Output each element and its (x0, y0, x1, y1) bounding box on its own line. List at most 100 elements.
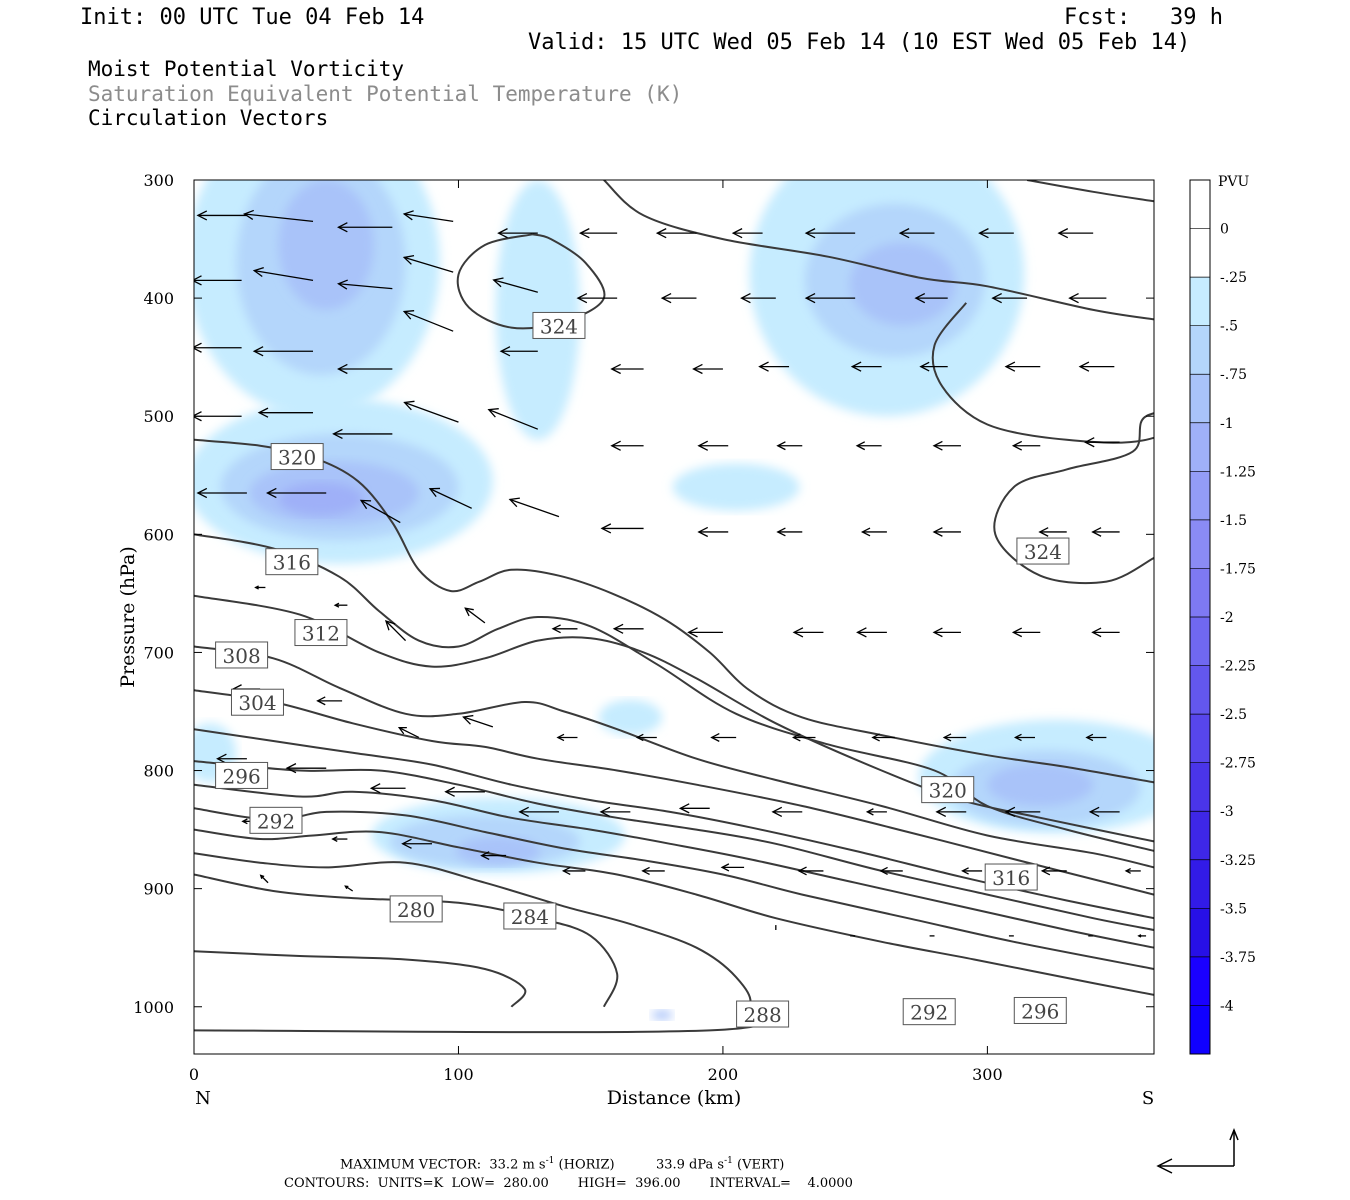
circulation-vector (384, 620, 407, 642)
contour-label: 320 (270, 443, 324, 471)
vector-head (1011, 627, 1023, 638)
circulation-vector (556, 733, 578, 742)
contour-label-text: 324 (540, 314, 578, 338)
y-tick-label: 300 (143, 171, 174, 190)
x-tick-label: 200 (708, 1065, 739, 1084)
vector-head (797, 866, 807, 876)
vector-head (655, 228, 667, 239)
contour-label: 324 (532, 311, 586, 339)
circulation-vector (961, 867, 983, 875)
circulation-vector (369, 783, 406, 794)
vector-head (600, 523, 612, 534)
contour-label: 320 (921, 776, 975, 804)
circulation-vector (914, 292, 948, 304)
circulation-vector (316, 696, 343, 706)
colorbar-label: -3.25 (1220, 853, 1256, 869)
contour-label: 284 (503, 902, 557, 930)
vector-head (462, 714, 474, 725)
vector-shaft (404, 213, 454, 222)
vector-head (332, 428, 343, 440)
vector-head (856, 627, 867, 638)
vector-head (402, 210, 414, 221)
circulation-vector (600, 523, 644, 534)
vector-head (561, 866, 571, 876)
vector-head (942, 733, 952, 742)
colorbar-swatch (1190, 665, 1210, 715)
north-label: N (195, 1088, 211, 1109)
circulation-vector (397, 726, 420, 739)
vector-shaft (493, 279, 538, 293)
circulation-vector (1040, 866, 1067, 876)
vector-shaft (398, 727, 420, 739)
vector-head (961, 867, 969, 875)
circulation-vector (332, 428, 393, 440)
circulation-vector (331, 836, 348, 842)
contour-label-text: 320 (278, 446, 316, 470)
vector-head (758, 361, 769, 372)
mpv-shading (194, 180, 1154, 1020)
vector-head (935, 806, 947, 817)
vector-head (551, 624, 561, 634)
field-title-theta-es: Saturation Equivalent Potential Temperat… (88, 82, 683, 106)
circulation-vector (1004, 361, 1041, 372)
y-tick-label: 500 (143, 407, 174, 426)
circulation-vector (1004, 806, 1041, 817)
circulation-vector (991, 292, 1028, 304)
contour-line-300 (194, 783, 1154, 949)
vector-head (316, 696, 326, 706)
y-axis-title: Pressure (hPa) (117, 546, 139, 688)
circulation-vector (401, 838, 433, 849)
contour-label-box (230, 688, 284, 716)
circulation-vector (720, 863, 745, 872)
contour-label-box (249, 806, 303, 834)
circulation-vector (402, 210, 454, 222)
circulation-vector (1085, 733, 1107, 742)
vector-head (660, 292, 672, 304)
contour-label: 316 (984, 863, 1038, 891)
vector-head (1091, 527, 1102, 537)
circulation-vector (1011, 440, 1041, 451)
vector-head (401, 838, 412, 849)
vector-head (402, 254, 415, 265)
vector-head (344, 885, 349, 890)
colorbar-label: -.25 (1220, 270, 1247, 286)
colorbar-label: -.5 (1220, 319, 1238, 335)
colorbar-swatch (1190, 617, 1210, 667)
circulation-vector (758, 361, 790, 372)
circulation-vector (1091, 527, 1120, 537)
circulation-vector (776, 441, 803, 451)
vector-shaft (464, 607, 486, 624)
circulation-vector (462, 714, 494, 728)
vector-head (397, 726, 407, 735)
circulation-vector (942, 733, 967, 742)
vector-head (932, 440, 943, 451)
vector-shaft (463, 716, 494, 728)
contour-label-text: 304 (238, 691, 276, 715)
vector-head (1137, 934, 1142, 938)
vector-head (804, 228, 816, 239)
circulation-vector (194, 342, 242, 353)
circulation-vector (1088, 806, 1120, 817)
circulation-vector (497, 228, 538, 239)
contour-label-text: 284 (511, 905, 549, 929)
axes: 300 400 500 600 700 800 900 1000 0 100 200 300 (133, 171, 1154, 1084)
contour-line-312 (194, 689, 1154, 896)
circulation-vector (898, 228, 935, 239)
contour-line-324 (1026, 180, 1154, 203)
vector-head (1057, 228, 1069, 239)
circulation-vector (254, 585, 266, 590)
vector-head (641, 866, 650, 876)
circulation-vector (697, 526, 729, 538)
circulation-vector (932, 627, 961, 638)
vector-head (860, 527, 871, 537)
valid-time: Valid: 15 UTC Wed 05 Feb 14 (10 EST Wed … (528, 30, 1191, 55)
x-axis-title: Distance (km) (607, 1087, 742, 1109)
pv-shade-area (278, 180, 374, 310)
contour-label-box (215, 761, 269, 789)
contour-line-292 (194, 828, 1154, 996)
circulation-vector (333, 602, 348, 608)
circulation-vector (492, 277, 538, 293)
vector-head (384, 620, 396, 631)
contour-labels: 320 316 312 308 304 296 292 280 284 288 292 296 316 3… (215, 311, 1070, 1028)
vector-head (1083, 437, 1095, 448)
